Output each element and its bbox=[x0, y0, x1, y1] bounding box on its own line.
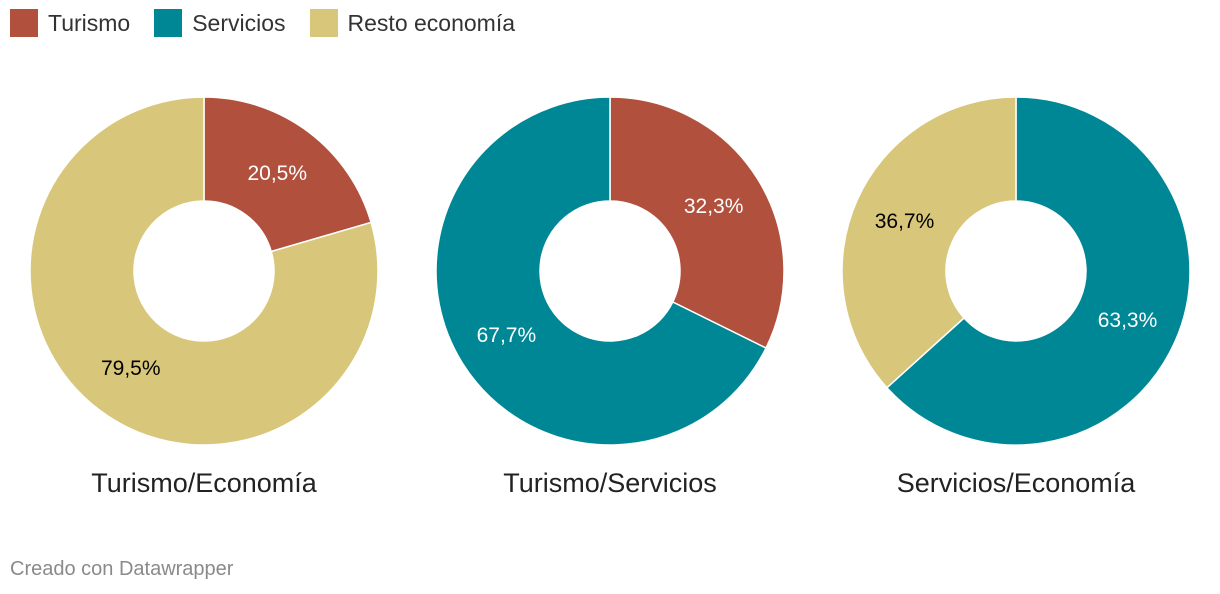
legend-label-servicios: Servicios bbox=[192, 10, 286, 36]
donut-slice-turismo-servicios-servicios[interactable] bbox=[435, 96, 768, 446]
legend-swatch-servicios bbox=[154, 9, 183, 37]
legend-swatch-resto-economia bbox=[309, 9, 338, 37]
footer-credit[interactable]: Creado con Datawrapper bbox=[10, 558, 234, 580]
slice-label-turismo-economia-resto-economia: 79,5% bbox=[101, 357, 161, 380]
chart-title-turismo-servicios: Turismo/Servicios bbox=[503, 468, 717, 498]
chart-title-turismo-economia: Turismo/Economía bbox=[91, 468, 318, 498]
donut-slice-servicios-economia-resto-economia[interactable] bbox=[841, 96, 1017, 389]
chart-title-servicios-economia: Servicios/Economía bbox=[897, 468, 1137, 498]
legend-item-servicios: Servicios bbox=[154, 9, 286, 37]
donut-slice-turismo-economia-resto-economia[interactable] bbox=[29, 96, 379, 446]
slice-label-turismo-servicios-turismo: 32,3% bbox=[684, 195, 744, 218]
slice-label-turismo-servicios-servicios: 67,7% bbox=[477, 324, 537, 347]
legend-label-turismo: Turismo bbox=[48, 10, 131, 36]
legend-item-turismo: Turismo bbox=[10, 9, 130, 37]
donut-slice-turismo-servicios-turismo[interactable] bbox=[609, 96, 785, 350]
slice-label-servicios-economia-resto-economia: 36,7% bbox=[875, 210, 935, 233]
legend-item-resto-economia: Resto economía bbox=[309, 9, 516, 37]
slice-label-turismo-economia-turismo: 20,5% bbox=[247, 162, 307, 185]
legend-swatch-turismo bbox=[10, 9, 38, 37]
donut-slice-turismo-economia-turismo[interactable] bbox=[203, 96, 373, 253]
legend: Turismo Servicios Resto economía bbox=[10, 9, 539, 37]
slice-label-servicios-economia-servicios: 63,3% bbox=[1098, 309, 1158, 332]
donut-slice-servicios-economia-servicios[interactable] bbox=[885, 96, 1191, 446]
legend-label-resto-economia: Resto economía bbox=[347, 10, 516, 36]
